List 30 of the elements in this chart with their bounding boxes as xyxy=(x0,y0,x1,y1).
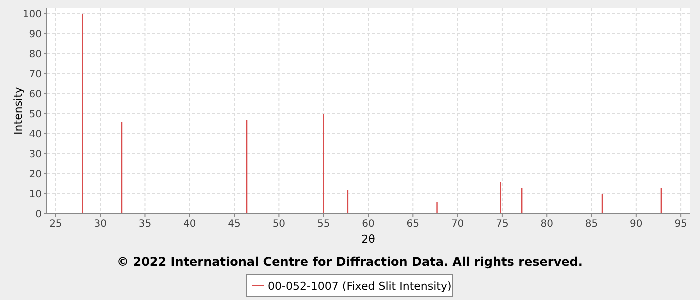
x-tick-label: 45 xyxy=(228,219,241,230)
x-tick-label: 55 xyxy=(317,219,330,230)
text: © 2022 International Centre for Diffraction Data. All rights reserved. xyxy=(117,255,583,269)
y-tick-label: 40 xyxy=(29,130,42,140)
x-tick-label: 30 xyxy=(94,219,107,230)
x-tick-label: 80 xyxy=(540,219,554,230)
y-tick-label: 0 xyxy=(36,210,42,220)
x-tick-label: 60 xyxy=(362,219,375,230)
y-tick-label: 80 xyxy=(29,50,42,60)
y-tick-label: 20 xyxy=(29,170,42,180)
y-axis-title: Intensity xyxy=(12,86,25,135)
x-tick-label: 65 xyxy=(406,219,420,230)
x-tick-label: 25 xyxy=(50,219,62,230)
y-tick-label: 100 xyxy=(22,10,42,20)
y-tick-label: 90 xyxy=(29,30,42,40)
y-tick-label: 50 xyxy=(29,110,42,120)
x-tick-label: 35 xyxy=(138,219,152,230)
x-tick-label: 75 xyxy=(496,219,509,230)
x-axis-title: 2θ xyxy=(362,233,376,246)
x-tick-label: 70 xyxy=(451,219,464,230)
x-tick-label: 95 xyxy=(674,219,688,230)
x-tick-label: 50 xyxy=(272,219,286,230)
y-tick-label: 60 xyxy=(29,90,42,100)
x-tick-label: 85 xyxy=(585,219,598,230)
y-tick-label: 30 xyxy=(29,150,42,160)
legend-label: 00-052-1007 (Fixed Slit Intensity) xyxy=(268,280,452,293)
x-tick-label: 40 xyxy=(184,219,196,230)
x-tick-label: 90 xyxy=(630,219,643,230)
y-tick-label: 70 xyxy=(29,70,42,80)
y-tick-label: 10 xyxy=(29,190,42,200)
